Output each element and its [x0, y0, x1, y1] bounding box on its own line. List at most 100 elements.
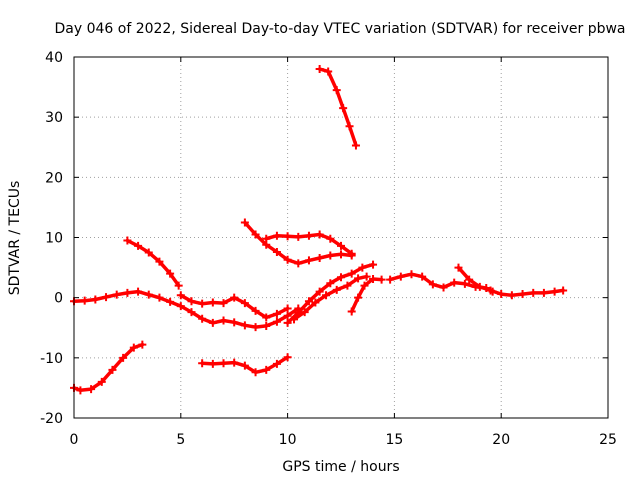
data-point	[283, 311, 292, 320]
data-point	[87, 385, 96, 394]
series-arc-1	[70, 340, 147, 395]
data-point	[219, 359, 228, 368]
data-point	[326, 234, 335, 243]
data-point	[311, 298, 320, 307]
series-line	[388, 272, 495, 294]
data-point	[251, 230, 260, 239]
y-tick-label: 20	[45, 170, 63, 186]
data-point	[272, 317, 281, 326]
data-point	[219, 299, 228, 308]
data-point	[187, 308, 196, 317]
y-tick-label: 10	[45, 231, 63, 247]
gridlines	[74, 57, 608, 418]
data-point	[418, 272, 427, 281]
data-point	[332, 86, 341, 95]
data-point	[272, 309, 281, 318]
data-point	[262, 365, 271, 374]
data-point	[450, 278, 459, 287]
data-point	[134, 241, 143, 250]
data-point	[315, 287, 324, 296]
data-point	[230, 293, 239, 302]
data-point	[219, 316, 228, 325]
data-point	[240, 218, 249, 227]
data-point	[198, 299, 207, 308]
data-point	[362, 272, 371, 281]
data-point	[251, 306, 260, 315]
data-point	[290, 315, 299, 324]
y-tick-label: 40	[45, 50, 63, 66]
data-point	[208, 298, 217, 307]
data-point	[119, 353, 128, 362]
data-point	[251, 323, 260, 332]
data-point	[176, 302, 185, 311]
data-point	[518, 290, 527, 299]
x-tick-label: 20	[492, 432, 510, 448]
axis-ticks: 0 5 10 15 20 25 -20 -10 0 10 20 30 40	[40, 50, 617, 448]
x-axis-title: GPS time / hours	[282, 459, 399, 475]
data-point	[460, 279, 469, 288]
data-point	[465, 275, 474, 284]
data-point	[337, 241, 345, 250]
data-point	[326, 279, 335, 288]
data-point	[230, 318, 239, 327]
series-arc-8	[283, 260, 378, 327]
data-point	[428, 280, 437, 289]
data-point	[304, 256, 313, 265]
series-line	[72, 342, 145, 393]
data-point	[166, 297, 175, 306]
data-point	[294, 232, 303, 241]
x-tick-label: 15	[385, 432, 403, 448]
data-point	[454, 263, 463, 272]
data-point	[339, 104, 348, 113]
series-line	[349, 277, 384, 314]
data-point	[559, 286, 568, 295]
series-arc-7	[262, 230, 356, 258]
x-tick-label: 0	[70, 432, 79, 448]
data-point	[529, 288, 538, 297]
data-point	[283, 255, 292, 264]
series-arc-9	[290, 272, 371, 324]
series-arc-5	[198, 353, 292, 377]
data-point	[144, 290, 153, 299]
data-point	[80, 296, 89, 305]
data-point	[315, 230, 324, 239]
data-point	[386, 275, 395, 284]
data-point	[166, 269, 175, 278]
data-point	[369, 260, 378, 269]
series-arc-10	[347, 275, 386, 316]
series-arc-13	[454, 263, 568, 300]
data-point	[343, 281, 352, 290]
y-tick-label: 30	[45, 110, 63, 126]
data-point	[294, 259, 303, 268]
data-point	[407, 270, 416, 279]
data-point	[315, 65, 324, 74]
data-point	[283, 353, 292, 362]
data-point	[174, 281, 183, 290]
data-point	[187, 297, 196, 306]
data-point	[300, 308, 309, 317]
series-line	[292, 274, 369, 322]
data-point	[358, 263, 367, 272]
data-point	[262, 321, 271, 330]
data-point	[176, 291, 185, 300]
data-point	[262, 313, 271, 322]
series-arc-3	[123, 236, 183, 290]
data-point	[155, 293, 164, 302]
data-point	[283, 318, 292, 327]
data-point	[102, 293, 111, 302]
series-arc-4	[176, 291, 292, 322]
data-point	[497, 290, 506, 299]
data-point	[76, 386, 85, 395]
data-point	[304, 297, 313, 306]
data-point	[123, 236, 132, 245]
chart-title: Day 046 of 2022, Sidereal Day-to-day VTE…	[54, 21, 625, 37]
data-point	[272, 231, 281, 240]
data-point	[123, 288, 132, 297]
data-point	[324, 67, 333, 76]
series-arc-6	[240, 218, 356, 268]
y-tick-label: -20	[40, 411, 63, 427]
data-point	[108, 365, 117, 374]
series-arc-2	[70, 287, 303, 332]
x-tick-label: 5	[176, 432, 185, 448]
y-tick-label: 0	[54, 291, 63, 307]
